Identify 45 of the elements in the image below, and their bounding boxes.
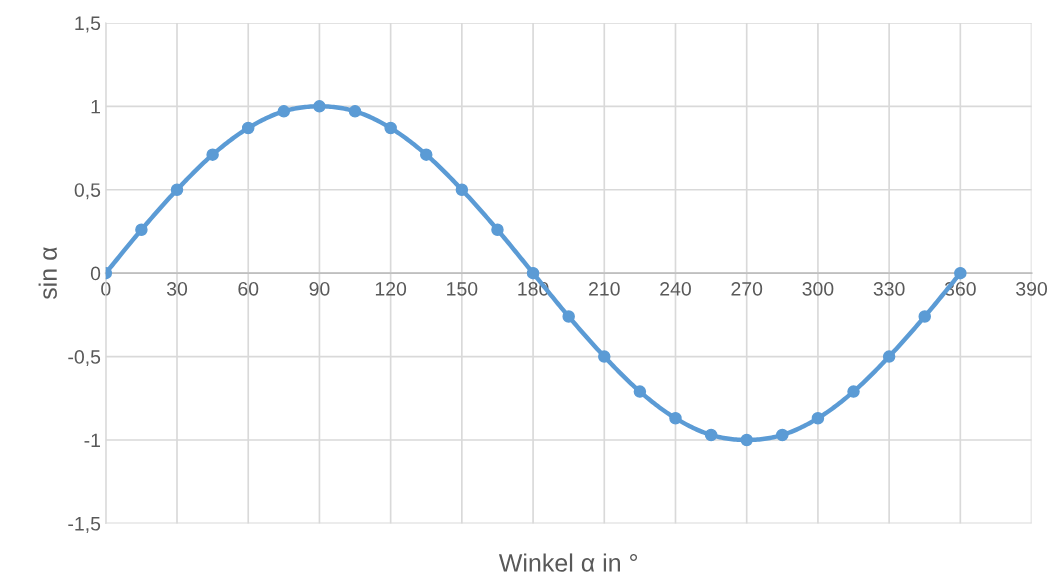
y-tick-label: 0 <box>90 266 101 281</box>
y-tick-label: 0,5 <box>74 183 101 200</box>
x-tick-label: 210 <box>589 281 620 296</box>
y-tick-label: 1,5 <box>75 16 101 33</box>
x-tick-label: 270 <box>731 281 763 296</box>
point <box>170 183 184 196</box>
x-tick-label: 240 <box>660 281 691 296</box>
point <box>740 433 753 447</box>
y-axis-title: sin α <box>38 247 57 300</box>
point <box>669 412 682 425</box>
point <box>455 183 469 196</box>
y-tick-label: 1 <box>91 99 100 114</box>
point <box>918 310 931 323</box>
point <box>526 266 540 280</box>
point <box>811 412 825 425</box>
x-tick-label: 150 <box>447 281 478 296</box>
point <box>633 385 647 398</box>
point <box>491 223 504 237</box>
y-tick-label: -0,5 <box>68 350 101 367</box>
x-tick-label: 90 <box>309 281 330 296</box>
point <box>882 350 896 363</box>
point <box>206 148 219 161</box>
point <box>135 223 148 237</box>
y-tick-label: -1 <box>84 433 100 448</box>
x-tick-label: 60 <box>238 281 259 296</box>
point <box>277 105 291 118</box>
x-tick-label: 120 <box>375 281 407 296</box>
point <box>313 100 326 113</box>
point <box>420 148 433 161</box>
point <box>384 121 397 135</box>
point <box>241 121 255 135</box>
x-tick-label: 0 <box>101 281 111 296</box>
point <box>562 310 575 323</box>
x-tick-label: 390 <box>1016 281 1048 296</box>
point <box>847 385 860 398</box>
point <box>776 428 789 442</box>
x-tick-label: 300 <box>802 281 834 296</box>
point <box>598 350 611 363</box>
x-tick-label: 30 <box>166 281 188 296</box>
point <box>704 428 718 442</box>
point <box>348 105 362 118</box>
y-tick-label: -1,5 <box>68 517 101 533</box>
point <box>954 266 967 280</box>
x-axis-title: Winkel α in ° <box>498 553 638 572</box>
x-tick-label: 330 <box>873 281 905 296</box>
